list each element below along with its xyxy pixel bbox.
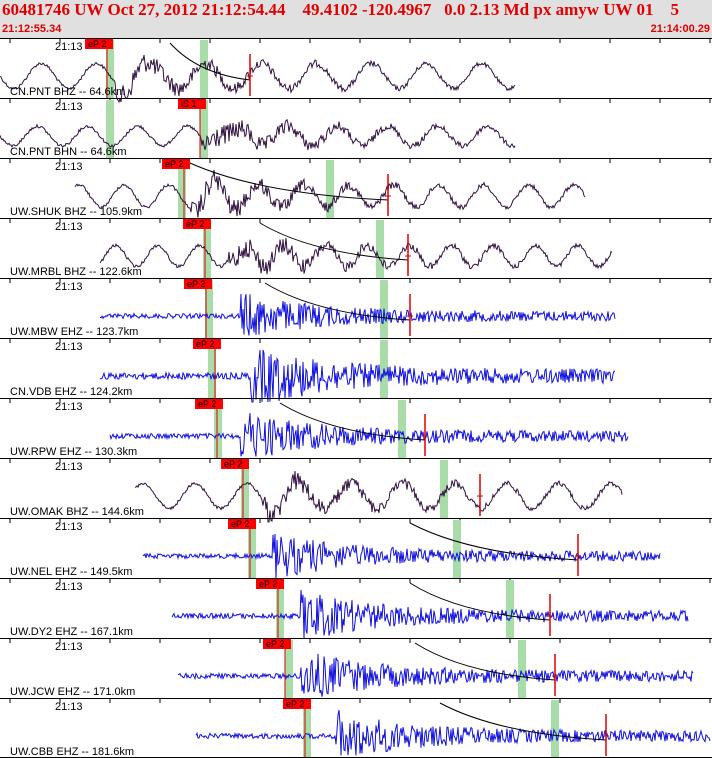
pick-marker: [283, 699, 311, 709]
time-label: 21:13: [55, 41, 83, 53]
station-label: UW.CBB EHZ -- 181.6km: [10, 746, 134, 758]
window-band: [453, 520, 461, 578]
window-band: [518, 640, 526, 698]
pick-label: eP 2: [88, 39, 106, 49]
coda-curve: [169, 42, 251, 81]
event-header: 60481746 UW Oct 27, 2012 21:12:54.44 49.…: [0, 0, 712, 38]
station-label: UW.MRBL BHZ -- 122.6km: [10, 266, 142, 278]
window-band: [285, 640, 293, 698]
window-band: [203, 220, 211, 278]
station-label: CN.PNT BHZ -- 64.6km: [10, 86, 125, 98]
window-band: [178, 160, 186, 218]
start-time: 21:12:55.34: [2, 23, 62, 35]
window-band: [506, 580, 514, 638]
pick-label: eP 2: [266, 639, 284, 649]
window-band: [398, 400, 406, 458]
event-title: 60481746 UW Oct 27, 2012 21:12:54.44 49.…: [2, 0, 679, 19]
coda-curve: [414, 642, 556, 681]
pick-label: eP 2: [165, 159, 183, 169]
pick-label: eP 2: [187, 279, 205, 289]
window-band: [214, 400, 222, 458]
window-band: [241, 460, 249, 518]
station-label: UW.MBW EHZ -- 123.7km: [10, 326, 138, 338]
waveform-trace: [195, 709, 711, 756]
end-time: 21:14:00.29: [650, 23, 710, 35]
coda-curve: [409, 522, 579, 561]
pick-marker: [221, 459, 249, 469]
waveform-trace: [142, 533, 661, 579]
window-band: [440, 460, 448, 518]
time-label: 21:13: [55, 401, 83, 413]
time-label: 21:13: [55, 521, 83, 533]
pick-marker: [193, 339, 221, 349]
time-label: 21:13: [55, 461, 83, 473]
time-label: 21:13: [55, 221, 83, 233]
coda-curve: [259, 222, 409, 261]
time-label: 21:13: [55, 281, 83, 293]
station-label: UW.JCW EHZ -- 171.0km: [10, 686, 135, 698]
waveform-trace: [0, 118, 516, 151]
window-band: [200, 40, 208, 98]
station-label: CN.VDB EHZ -- 124.2km: [10, 386, 132, 398]
window-band: [303, 700, 311, 758]
pick-marker: [228, 519, 256, 529]
window-band: [106, 100, 114, 158]
waveform-trace: [99, 349, 616, 403]
station-label: UW.DY2 EHZ -- 167.1km: [10, 626, 133, 638]
pick-label: eP 2: [186, 219, 204, 229]
pick-marker: [85, 39, 113, 49]
time-label: 21:13: [55, 581, 83, 593]
waveform-trace: [99, 238, 613, 275]
coda-curve: [189, 162, 389, 201]
coda-curve: [439, 702, 607, 741]
coda-curve: [279, 402, 426, 441]
station-label: UW.RPW EHZ -- 130.3km: [10, 446, 137, 458]
window-band: [551, 700, 559, 758]
pick-label: eP 2: [198, 399, 216, 409]
time-label: 21:13: [55, 161, 83, 173]
pick-marker: [256, 579, 284, 589]
seismogram-panel: eP 2 21:13 CN.PNT BHZ -- 64.6km iS 1 21:13 CN…: [0, 38, 712, 758]
time-label: 21:13: [55, 341, 83, 353]
station-label: UW.OMAK BHZ -- 144.6km: [10, 506, 144, 518]
waveform-trace: [109, 413, 629, 457]
window-band: [276, 580, 284, 638]
waveform-trace: [177, 653, 694, 697]
time-label: 21:13: [55, 641, 83, 653]
station-label: UW.NEL EHZ -- 149.5km: [10, 566, 132, 578]
window-band: [376, 220, 384, 278]
pick-marker: [184, 279, 212, 289]
time-label: 21:13: [55, 701, 83, 713]
pick-label: iS 1: [181, 99, 197, 109]
pick-marker: [162, 159, 190, 169]
window-band: [326, 160, 334, 218]
waveform-trace: [0, 55, 516, 104]
waveform-trace: [74, 169, 586, 218]
coda-curve: [264, 282, 411, 321]
pick-marker: [183, 219, 211, 229]
pick-label: eP 2: [224, 459, 242, 469]
waveform-trace: [99, 293, 616, 336]
pick-label: eP 2: [259, 579, 277, 589]
waveform-trace: [134, 470, 623, 523]
pick-label: eP 2: [286, 699, 304, 709]
window-band: [200, 100, 208, 158]
window-band: [248, 520, 256, 578]
window-band: [106, 40, 114, 98]
station-label: CN.PNT BHN -- 64.6km: [10, 146, 127, 158]
pick-marker: [178, 99, 206, 109]
window-band: [205, 280, 213, 338]
coda-curve: [409, 582, 551, 621]
window-band: [208, 340, 216, 398]
waveform-trace: [171, 589, 689, 640]
pick-label: eP 2: [231, 519, 249, 529]
pick-marker: [263, 639, 291, 649]
time-label: 21:13: [55, 101, 83, 113]
pick-label: eP 2: [196, 339, 214, 349]
pick-marker: [195, 399, 223, 409]
station-label: UW.SHUK BHZ -- 105.9km: [10, 206, 142, 218]
